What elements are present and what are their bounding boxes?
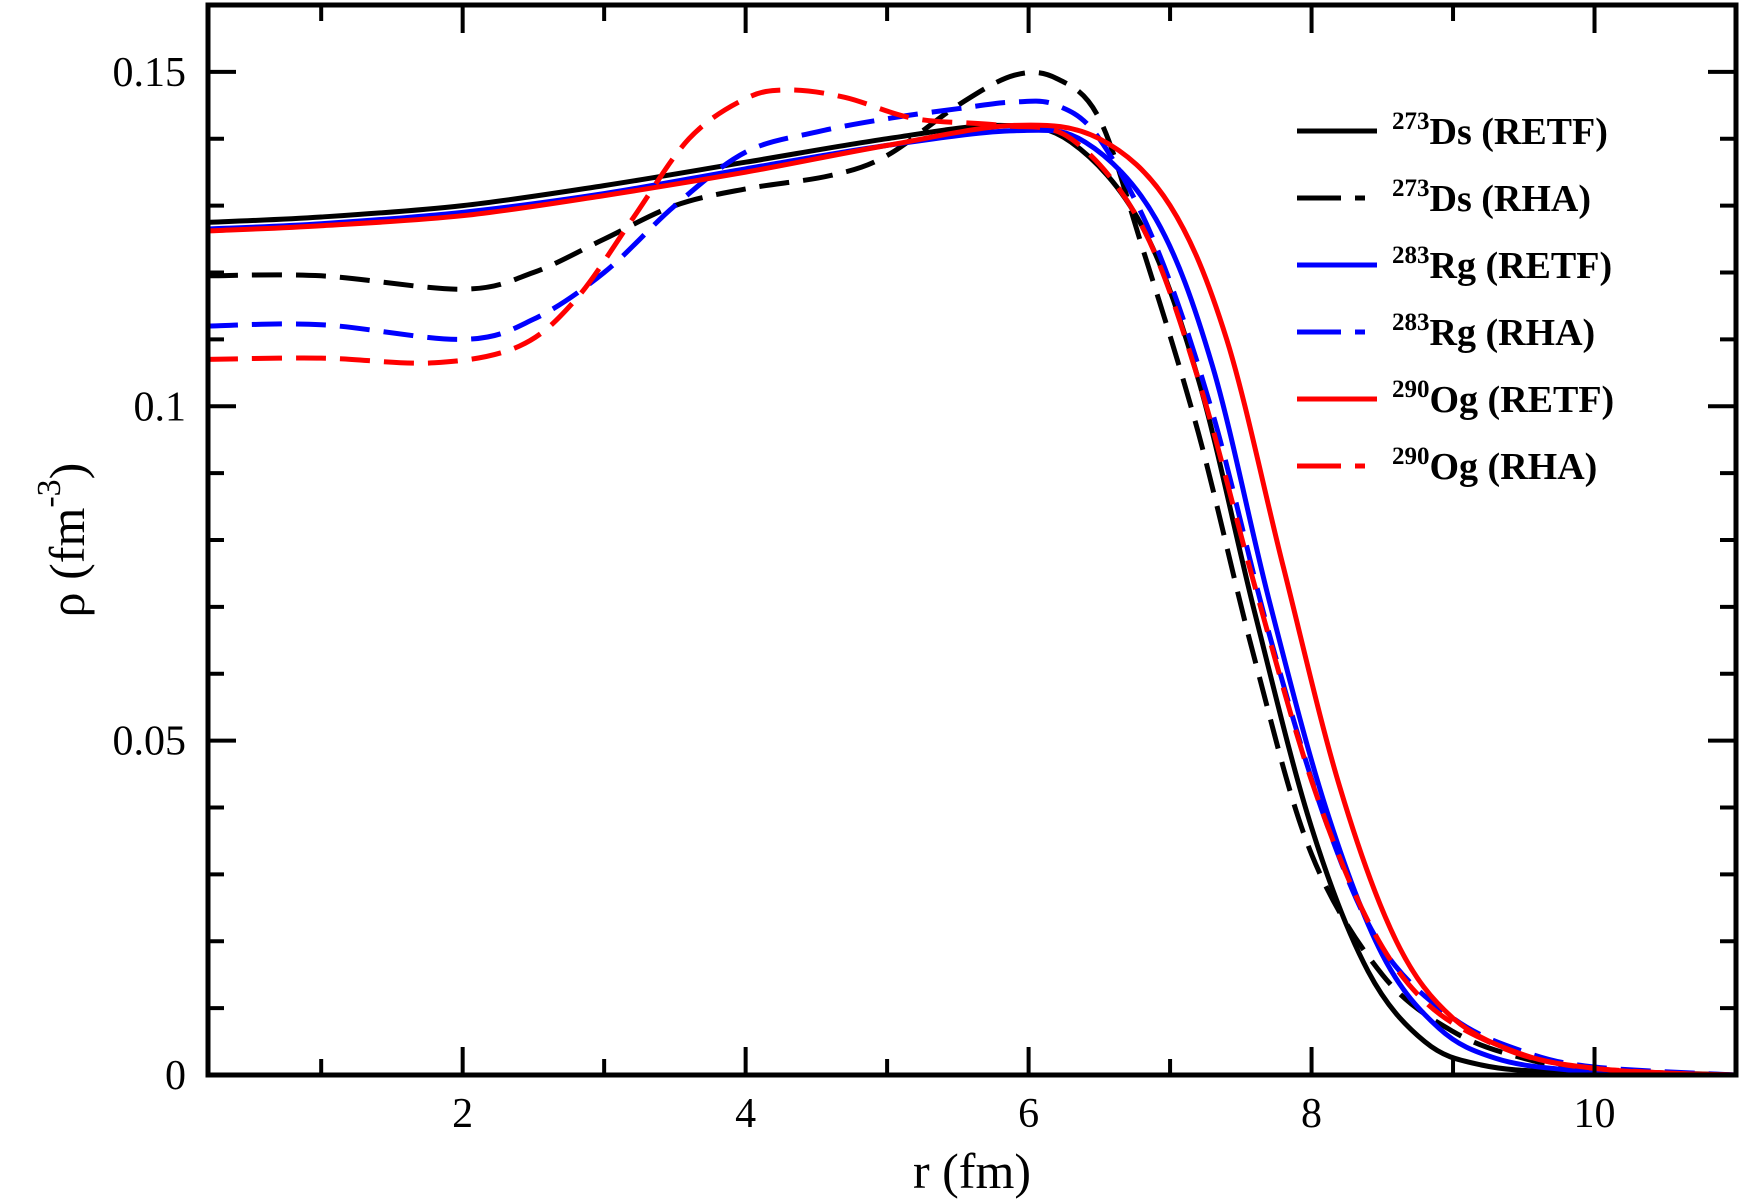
legend-series-name: Ds (RETF) bbox=[1430, 111, 1608, 153]
legend-mass-number: 283 bbox=[1392, 309, 1430, 336]
x-axis-title: r (fm) bbox=[913, 1143, 1031, 1199]
y-axis-title-close: ) bbox=[39, 463, 95, 480]
legend-series-name: Rg (RHA) bbox=[1430, 312, 1596, 354]
legend-entry: 290Og (RHA) bbox=[1297, 443, 1597, 488]
legend: 273Ds (RETF)273Ds (RHA)283Rg (RETF)283Rg… bbox=[1297, 108, 1614, 488]
axis-tick-labels: 2 4 6 8 10 0 0.05 0.1 0.15 bbox=[113, 50, 1616, 1137]
legend-entry: 290Og (RETF) bbox=[1297, 376, 1614, 421]
plot-frame bbox=[205, 2, 1739, 1078]
legend-mass-number: 290 bbox=[1392, 376, 1430, 403]
legend-label: 290Og (RHA) bbox=[1392, 443, 1597, 488]
series-line-2 bbox=[207, 69, 1737, 1078]
legend-series-name: Rg (RETF) bbox=[1430, 245, 1613, 287]
y-axis-title-exponent: -3 bbox=[31, 479, 68, 507]
y-tick-label: 0.05 bbox=[113, 719, 187, 765]
legend-entry: 273Ds (RETF) bbox=[1297, 108, 1608, 153]
legend-entry: 283Rg (RHA) bbox=[1297, 309, 1595, 354]
legend-label: 283Rg (RETF) bbox=[1392, 242, 1612, 287]
series-line-6 bbox=[207, 87, 1737, 1078]
x-tick-label: 8 bbox=[1301, 1091, 1322, 1137]
plot-curves bbox=[207, 69, 1737, 1078]
x-tick-label: 6 bbox=[1018, 1091, 1039, 1137]
legend-series-name: Og (RETF) bbox=[1430, 379, 1615, 421]
svg-text:ρ (fm-3): ρ (fm-3) bbox=[31, 463, 95, 618]
legend-mass-number: 273 bbox=[1392, 175, 1430, 202]
legend-series-name: Og (RHA) bbox=[1430, 446, 1598, 488]
legend-mass-number: 290 bbox=[1392, 443, 1430, 470]
axis-ticks bbox=[208, 5, 1736, 1077]
legend-entry: 283Rg (RETF) bbox=[1297, 242, 1612, 287]
series-line-1 bbox=[207, 122, 1737, 1078]
legend-label: 283Rg (RHA) bbox=[1392, 309, 1595, 354]
x-tick-label: 10 bbox=[1574, 1091, 1616, 1137]
legend-label: 273Ds (RETF) bbox=[1392, 108, 1608, 153]
legend-entry: 273Ds (RHA) bbox=[1297, 175, 1591, 220]
legend-label: 290Og (RETF) bbox=[1392, 376, 1614, 421]
y-axis-title-main: ρ (fm bbox=[39, 508, 95, 618]
y-tick-label: 0.1 bbox=[134, 384, 187, 430]
y-axis-title: ρ (fm-3) bbox=[31, 463, 95, 618]
legend-mass-number: 273 bbox=[1392, 108, 1430, 135]
x-tick-label: 2 bbox=[452, 1091, 473, 1137]
y-tick-label: 0 bbox=[165, 1053, 186, 1099]
legend-series-name: Ds (RHA) bbox=[1430, 178, 1591, 220]
legend-label: 273Ds (RHA) bbox=[1392, 175, 1591, 220]
y-tick-label: 0.15 bbox=[113, 50, 187, 96]
legend-mass-number: 283 bbox=[1392, 242, 1430, 269]
x-tick-label: 4 bbox=[735, 1091, 756, 1137]
